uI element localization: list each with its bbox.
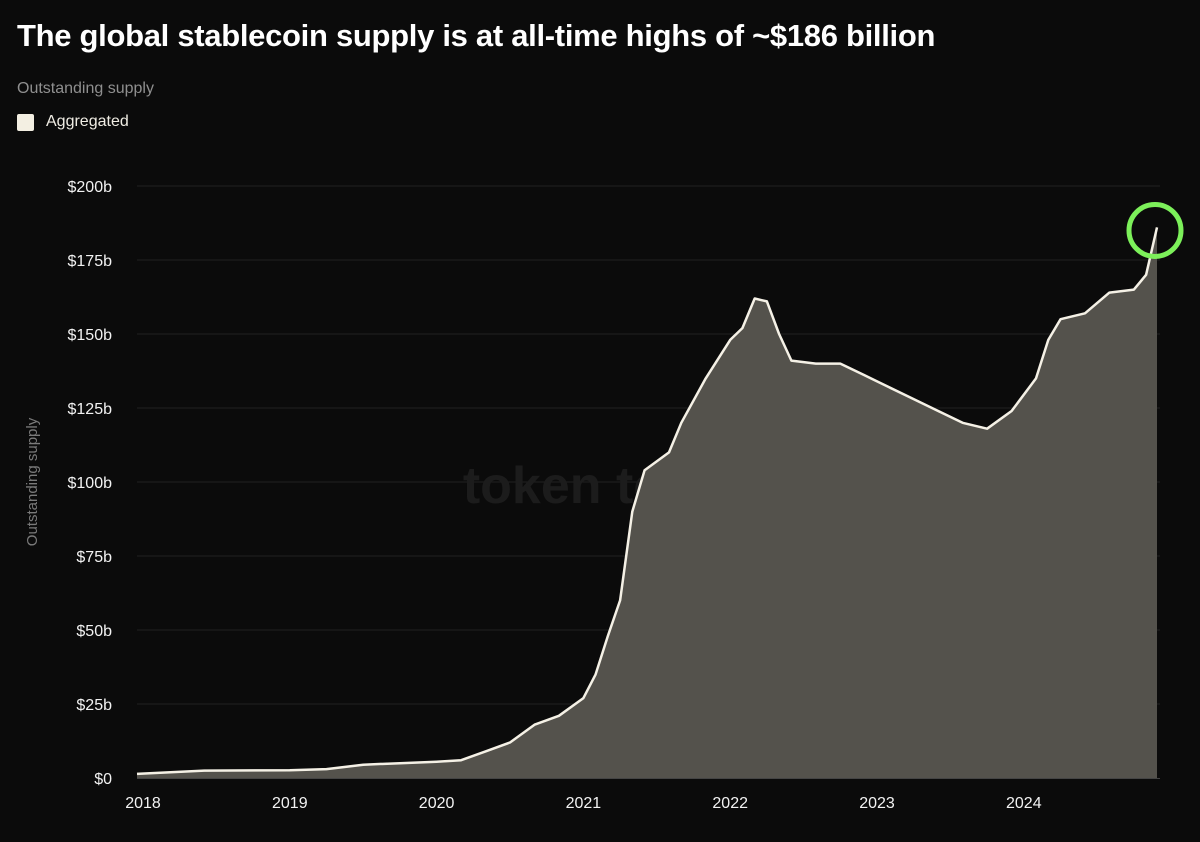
x-tick-label: 2019 <box>272 795 308 812</box>
x-tick-label: 2024 <box>1006 795 1042 812</box>
y-tick-label: $25b <box>76 697 112 714</box>
chart-subtitle: Outstanding supply <box>17 80 154 97</box>
y-tick-label: $175b <box>68 253 113 270</box>
ath-highlight-circle <box>1126 201 1184 259</box>
y-tick-label: $125b <box>68 401 113 418</box>
y-axis-label: Outstanding supply <box>24 417 41 546</box>
y-tick-label: $150b <box>68 327 113 344</box>
x-tick-label: 2018 <box>125 795 161 812</box>
chart-title: The global stablecoin supply is at all-t… <box>17 18 936 53</box>
series-area <box>137 227 1157 778</box>
x-tick-label: 2023 <box>859 795 895 812</box>
x-tick-label: 2020 <box>419 795 455 812</box>
x-tick-label: 2021 <box>566 795 602 812</box>
legend: Aggregated <box>17 113 129 131</box>
y-tick-label: $200b <box>68 179 113 196</box>
series-line <box>136 227 1159 776</box>
y-tick-label: $50b <box>76 623 112 640</box>
legend-label: Aggregated <box>46 113 129 130</box>
y-tick-label: $100b <box>68 475 113 492</box>
y-tick-label: $75b <box>76 549 112 566</box>
legend-swatch <box>17 113 34 131</box>
x-tick-label: 2022 <box>712 795 748 812</box>
y-tick-label: $0 <box>94 771 112 788</box>
